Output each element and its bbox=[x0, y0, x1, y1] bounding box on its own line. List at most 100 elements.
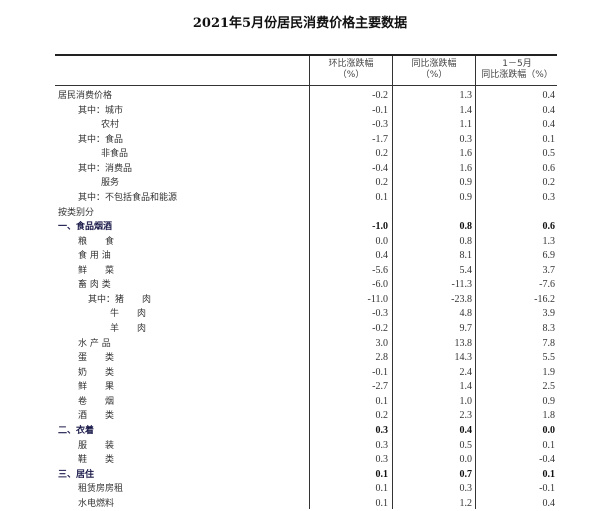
table-row: 其中：食品 -1.7 0.3 0.1 bbox=[55, 133, 557, 148]
table-row: 鲜 菜 -5.6 5.4 3.7 bbox=[55, 264, 557, 279]
mom-value: 0.3 bbox=[375, 424, 389, 436]
yoy-value: 0.9 bbox=[459, 191, 473, 203]
row-label: 服务 bbox=[101, 178, 120, 189]
yoy-value: 1.6 bbox=[459, 162, 473, 174]
table-row: 二、衣着 0.3 0.4 0.0 bbox=[55, 424, 557, 439]
yoy-value: -11.3 bbox=[451, 279, 472, 291]
table-row: 服务 0.2 0.9 0.2 bbox=[55, 176, 557, 191]
yoy-value: 1.6 bbox=[459, 148, 473, 160]
table-row: 卷 烟 0.1 1.0 0.9 bbox=[55, 395, 557, 410]
ytd-value: 0.5 bbox=[542, 148, 556, 160]
ytd-value: 0.0 bbox=[542, 424, 556, 436]
table-row: 按类别分 bbox=[55, 206, 557, 221]
mom-value: 0.1 bbox=[375, 483, 389, 495]
yoy-value: 9.7 bbox=[459, 323, 473, 334]
table-row: 酒 类 0.2 2.3 1.8 bbox=[55, 409, 557, 424]
row-label: 其中：不包括食品和能源 bbox=[78, 192, 178, 203]
mom-value: -0.4 bbox=[372, 162, 388, 174]
yoy-value: 8.1 bbox=[459, 250, 473, 262]
ytd-value: 2.5 bbox=[542, 381, 556, 393]
row-label: 按类别分 bbox=[58, 207, 95, 218]
row-label: 服 装 bbox=[78, 440, 115, 451]
table-row: 食 用 油 0.4 8.1 6.9 bbox=[55, 249, 557, 264]
table-row: 农村 -0.3 1.1 0.4 bbox=[55, 118, 557, 133]
ytd-value: -0.4 bbox=[539, 454, 555, 466]
ytd-value: 0.6 bbox=[542, 221, 556, 233]
ytd-value: 0.4 bbox=[542, 119, 556, 131]
header-unit: （%） bbox=[337, 70, 365, 80]
yoy-value: 0.3 bbox=[459, 483, 473, 495]
row-label: 非食品 bbox=[101, 149, 129, 160]
ytd-value: 1.3 bbox=[542, 235, 556, 247]
row-label: 一、食品烟酒 bbox=[58, 222, 113, 233]
row-label: 鞋 类 bbox=[78, 455, 115, 466]
column-divider bbox=[309, 56, 310, 509]
ytd-value: -16.2 bbox=[534, 293, 555, 305]
ytd-value: 0.1 bbox=[542, 468, 556, 480]
yoy-value: 1.3 bbox=[459, 90, 473, 101]
row-label: 食 用 油 bbox=[78, 251, 111, 262]
table-row: 其中：猪 肉 -11.0 -23.8 -16.2 bbox=[55, 293, 557, 308]
table-row: 一、食品烟酒 -1.0 0.8 0.6 bbox=[55, 220, 557, 235]
table-row: 服 装 0.3 0.5 0.1 bbox=[55, 439, 557, 454]
ytd-value: 0.4 bbox=[542, 90, 556, 101]
ytd-value: 3.9 bbox=[542, 308, 556, 320]
mom-value: -0.3 bbox=[372, 308, 388, 320]
row-label: 蛋 类 bbox=[78, 353, 115, 364]
ytd-value: 0.1 bbox=[542, 439, 556, 451]
ytd-value: 0.3 bbox=[542, 191, 556, 203]
mom-value: 0.1 bbox=[375, 497, 389, 509]
row-label: 畜 肉 类 bbox=[78, 280, 111, 291]
row-label: 二、衣着 bbox=[58, 425, 95, 436]
row-label: 水 产 品 bbox=[78, 338, 111, 349]
ytd-value: 8.3 bbox=[542, 323, 556, 334]
ytd-value: 1.8 bbox=[542, 410, 556, 422]
header-yoy: 同比涨跌幅 （%） bbox=[393, 56, 475, 85]
table-header: 环比涨跌幅 （%） 同比涨跌幅 （%） 1－5月 同比涨跌幅（%） bbox=[55, 56, 557, 86]
ytd-value: 5.5 bbox=[542, 352, 556, 364]
yoy-value: 1.1 bbox=[459, 119, 473, 131]
table-body: 居民消费价格 -0.2 1.3 0.4 其中：城市 -0.1 1.4 0.4 农村 -0.3 1.1… bbox=[55, 86, 557, 511]
row-label: 其中：消费品 bbox=[78, 163, 133, 174]
yoy-value: 0.5 bbox=[459, 439, 473, 451]
yoy-value: 1.4 bbox=[459, 381, 473, 393]
header-text: 1－5月 bbox=[502, 59, 532, 69]
mom-value: 0.1 bbox=[375, 191, 389, 203]
row-label: 鲜 果 bbox=[78, 382, 115, 393]
yoy-value: 1.4 bbox=[459, 104, 473, 116]
ytd-value: -7.6 bbox=[539, 279, 555, 291]
table-row: 牛 肉 -0.3 4.8 3.9 bbox=[55, 307, 557, 322]
cpi-table: 环比涨跌幅 （%） 同比涨跌幅 （%） 1－5月 同比涨跌幅（%） 居民消费价格… bbox=[55, 54, 557, 511]
yoy-value: 0.7 bbox=[459, 468, 473, 480]
mom-value: -1.0 bbox=[372, 221, 388, 233]
row-label: 其中：猪 肉 bbox=[88, 294, 152, 305]
yoy-value: 0.3 bbox=[459, 133, 473, 145]
ytd-value: 1.9 bbox=[542, 366, 556, 378]
mom-value: -0.1 bbox=[372, 366, 388, 378]
header-text: 环比涨跌幅 bbox=[328, 59, 374, 69]
mom-value: -0.2 bbox=[372, 323, 388, 334]
mom-value: -0.3 bbox=[372, 119, 388, 131]
table-row: 居民消费价格 -0.2 1.3 0.4 bbox=[55, 89, 557, 104]
yoy-value: 2.4 bbox=[459, 366, 473, 378]
table-row: 其中：不包括食品和能源 0.1 0.9 0.3 bbox=[55, 191, 557, 206]
header-text: 同比涨跌幅 bbox=[411, 59, 457, 69]
yoy-value: 0.9 bbox=[459, 177, 473, 189]
mom-value: 0.2 bbox=[375, 148, 389, 160]
table-row: 鞋 类 0.3 0.0 -0.4 bbox=[55, 453, 557, 468]
yoy-value: 13.8 bbox=[454, 337, 473, 349]
mom-value: 0.2 bbox=[375, 177, 389, 189]
mom-value: 0.3 bbox=[375, 439, 389, 451]
row-label: 租赁房房租 bbox=[78, 484, 124, 495]
page-title: 2021年5月份居民消费价格主要数据 bbox=[192, 16, 408, 31]
header-unit: （%） bbox=[420, 70, 448, 80]
ytd-value: 0.2 bbox=[542, 177, 556, 189]
yoy-value: 1.2 bbox=[459, 497, 473, 509]
row-label: 三、居住 bbox=[58, 469, 95, 480]
mom-value: -6.0 bbox=[372, 279, 388, 291]
header-mom: 环比涨跌幅 （%） bbox=[310, 56, 392, 85]
row-label: 牛 肉 bbox=[110, 309, 147, 320]
mom-value: 0.3 bbox=[375, 454, 389, 466]
yoy-value: 0.8 bbox=[459, 235, 473, 247]
mom-value: 3.0 bbox=[375, 337, 389, 349]
